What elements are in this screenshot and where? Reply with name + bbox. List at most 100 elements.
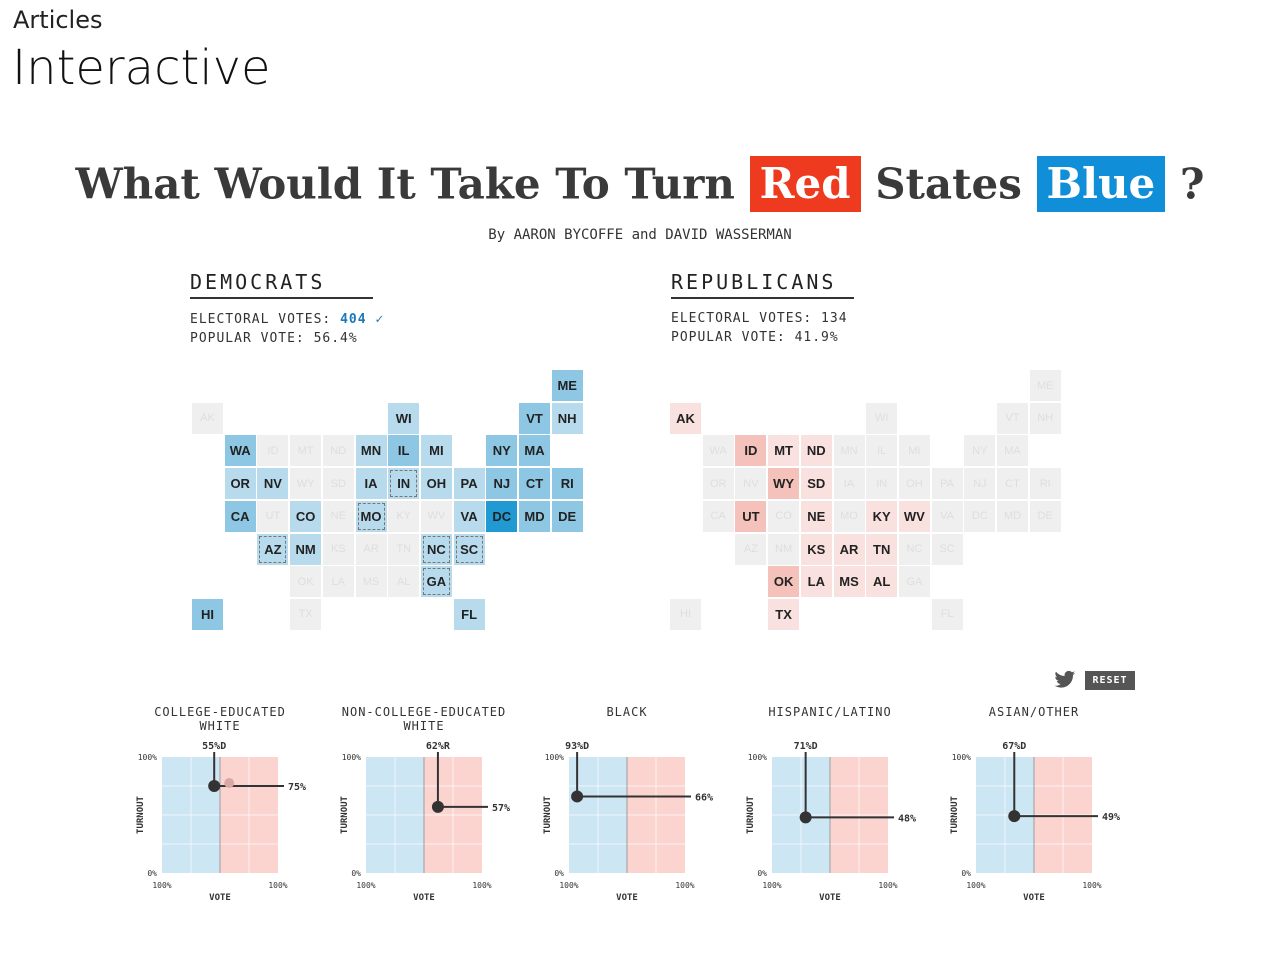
dem-tile-ne[interactable]: NE <box>322 500 354 532</box>
dem-tile-wa[interactable]: WA <box>224 435 256 467</box>
twitter-bird-icon[interactable] <box>1054 670 1076 690</box>
dem-tile-sc[interactable]: SC <box>453 533 485 565</box>
dem-tile-nj[interactable]: NJ <box>486 468 518 500</box>
rep-tile-sc[interactable]: SC <box>931 533 963 565</box>
rep-tile-tn[interactable]: TN <box>866 533 898 565</box>
dem-tile-hi[interactable]: HI <box>192 598 223 630</box>
rep-tile-me[interactable]: ME <box>1029 370 1061 401</box>
rep-tile-ny[interactable]: NY <box>964 435 996 467</box>
rep-tile-id[interactable]: ID <box>735 435 767 467</box>
reset-button[interactable]: RESET <box>1085 671 1135 690</box>
drag-point[interactable] <box>431 800 444 813</box>
rep-tile-fl[interactable]: FL <box>931 598 963 630</box>
dem-tile-mt[interactable]: MT <box>290 435 322 467</box>
rep-tile-il[interactable]: IL <box>866 435 898 467</box>
rep-tile-tx[interactable]: TX <box>768 598 800 630</box>
dem-tile-or[interactable]: OR <box>224 468 256 500</box>
rep-tile-ne[interactable]: NE <box>800 500 832 532</box>
rep-tile-in[interactable]: IN <box>866 468 898 500</box>
dem-tile-az[interactable]: AZ <box>257 533 289 565</box>
dem-tile-in[interactable]: IN <box>388 468 420 500</box>
dem-tile-ca[interactable]: CA <box>224 500 256 532</box>
dem-tile-me[interactable]: ME <box>551 370 583 401</box>
dem-tile-ak[interactable]: AK <box>192 402 223 434</box>
rep-tile-al[interactable]: AL <box>866 566 898 598</box>
rep-tile-ma[interactable]: MA <box>997 435 1028 467</box>
rep-tile-co[interactable]: CO <box>768 500 800 532</box>
dem-tile-la[interactable]: LA <box>322 566 354 598</box>
rep-tile-la[interactable]: LA <box>800 566 832 598</box>
drag-point[interactable] <box>571 790 584 803</box>
dem-tile-co[interactable]: CO <box>290 500 322 532</box>
drag-point[interactable] <box>799 811 812 824</box>
dem-tile-nc[interactable]: NC <box>420 533 452 565</box>
dem-tile-ks[interactable]: KS <box>322 533 354 565</box>
rep-tile-mi[interactable]: MI <box>898 435 930 467</box>
dem-tile-ky[interactable]: KY <box>388 500 420 532</box>
dem-tile-ut[interactable]: UT <box>257 500 289 532</box>
dem-tile-ga[interactable]: GA <box>420 566 452 598</box>
rep-tile-ct[interactable]: CT <box>997 468 1028 500</box>
dem-tile-md[interactable]: MD <box>519 500 550 532</box>
dem-tile-tn[interactable]: TN <box>388 533 420 565</box>
rep-tile-ky[interactable]: KY <box>866 500 898 532</box>
dem-tile-nv[interactable]: NV <box>257 468 289 500</box>
dem-tile-ia[interactable]: IA <box>355 468 387 500</box>
dem-tile-wy[interactable]: WY <box>290 468 322 500</box>
dem-tile-ma[interactable]: MA <box>519 435 550 467</box>
dem-tile-ar[interactable]: AR <box>355 533 387 565</box>
dem-tile-mn[interactable]: MN <box>355 435 387 467</box>
rep-tile-nv[interactable]: NV <box>735 468 767 500</box>
rep-tile-ri[interactable]: RI <box>1029 468 1061 500</box>
rep-tile-pa[interactable]: PA <box>931 468 963 500</box>
dem-tile-il[interactable]: IL <box>388 435 420 467</box>
rep-tile-nm[interactable]: NM <box>768 533 800 565</box>
rep-tile-vt[interactable]: VT <box>997 402 1028 434</box>
rep-tile-az[interactable]: AZ <box>735 533 767 565</box>
dem-tile-nh[interactable]: NH <box>551 402 583 434</box>
rep-tile-wv[interactable]: WV <box>898 500 930 532</box>
dem-tile-oh[interactable]: OH <box>420 468 452 500</box>
rep-tile-wi[interactable]: WI <box>866 402 898 434</box>
rep-tile-ks[interactable]: KS <box>800 533 832 565</box>
rep-tile-md[interactable]: MD <box>997 500 1028 532</box>
dem-tile-de[interactable]: DE <box>551 500 583 532</box>
dem-tile-wv[interactable]: WV <box>420 500 452 532</box>
dem-tile-tx[interactable]: TX <box>290 598 322 630</box>
dem-tile-ok[interactable]: OK <box>290 566 322 598</box>
rep-tile-nd[interactable]: ND <box>800 435 832 467</box>
rep-tile-sd[interactable]: SD <box>800 468 832 500</box>
rep-tile-dc[interactable]: DC <box>964 500 996 532</box>
dem-tile-va[interactable]: VA <box>453 500 485 532</box>
rep-tile-oh[interactable]: OH <box>898 468 930 500</box>
rep-tile-wy[interactable]: WY <box>768 468 800 500</box>
rep-tile-nh[interactable]: NH <box>1029 402 1061 434</box>
dem-tile-sd[interactable]: SD <box>322 468 354 500</box>
dem-tile-wi[interactable]: WI <box>388 402 420 434</box>
dem-tile-ct[interactable]: CT <box>519 468 550 500</box>
dem-tile-nm[interactable]: NM <box>290 533 322 565</box>
drag-point[interactable] <box>1008 810 1021 823</box>
rep-tile-ar[interactable]: AR <box>833 533 865 565</box>
dem-tile-mo[interactable]: MO <box>355 500 387 532</box>
dem-tile-al[interactable]: AL <box>388 566 420 598</box>
rep-tile-mt[interactable]: MT <box>768 435 800 467</box>
dem-tile-ny[interactable]: NY <box>486 435 518 467</box>
rep-tile-ut[interactable]: UT <box>735 500 767 532</box>
dem-tile-ri[interactable]: RI <box>551 468 583 500</box>
drag-point[interactable] <box>208 780 221 792</box>
breadcrumb[interactable]: Articles <box>13 6 103 34</box>
dem-tile-pa[interactable]: PA <box>453 468 485 500</box>
rep-tile-mn[interactable]: MN <box>833 435 865 467</box>
rep-tile-ga[interactable]: GA <box>898 566 930 598</box>
dem-tile-ms[interactable]: MS <box>355 566 387 598</box>
rep-tile-va[interactable]: VA <box>931 500 963 532</box>
rep-tile-or[interactable]: OR <box>702 468 734 500</box>
rep-tile-de[interactable]: DE <box>1029 500 1061 532</box>
rep-tile-nc[interactable]: NC <box>898 533 930 565</box>
